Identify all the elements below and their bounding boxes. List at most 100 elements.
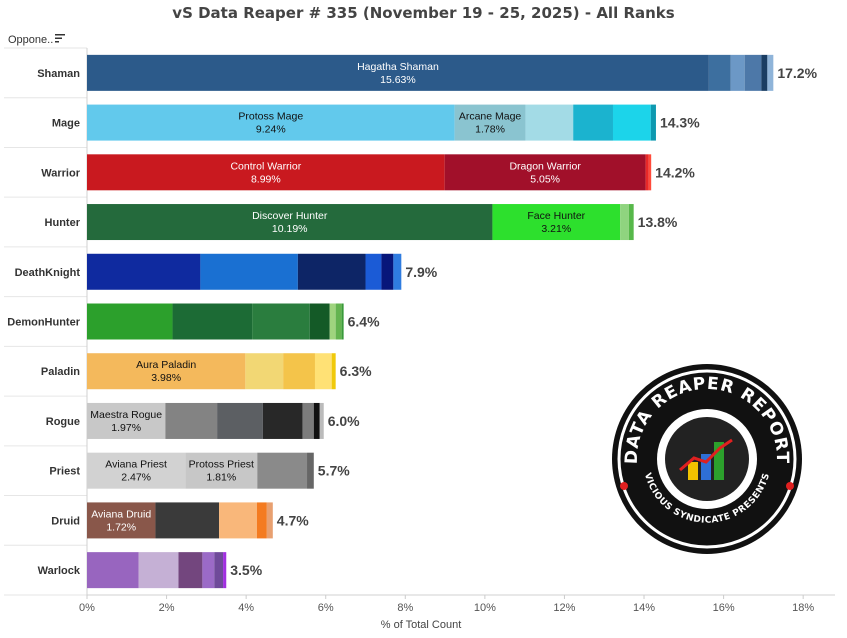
bar-segment[interactable] (185, 452, 258, 489)
bar-segment[interactable] (87, 402, 166, 439)
bar-segment[interactable] (744, 54, 762, 91)
total-label: 6.3% (340, 363, 372, 379)
bar-segment[interactable] (335, 303, 342, 340)
bar-segment[interactable] (214, 552, 224, 589)
segment-value: 2.47% (121, 472, 151, 484)
bar-segment[interactable] (612, 104, 651, 141)
bar-segment[interactable] (648, 154, 652, 191)
bar-segment[interactable] (178, 552, 203, 589)
bar-segment[interactable] (165, 402, 218, 439)
bar-segment[interactable] (302, 402, 314, 439)
bar-segment[interactable] (217, 402, 263, 439)
total-label: 13.8% (638, 214, 678, 230)
class-label: Paladin (41, 366, 80, 378)
bar-segment[interactable] (620, 204, 629, 241)
bar-segment[interactable] (87, 353, 246, 390)
segment-label: Aviana Priest (105, 459, 167, 471)
bar-segment[interactable] (525, 104, 574, 141)
total-label: 14.3% (660, 115, 700, 131)
bar-segment[interactable] (223, 552, 227, 589)
bar-segment[interactable] (155, 502, 220, 539)
bar-segment[interactable] (256, 502, 267, 539)
bar-segment[interactable] (87, 452, 186, 489)
bar-segment[interactable] (767, 54, 774, 91)
opponent-column-header[interactable]: Oppone.. (8, 34, 54, 46)
bar-segment[interactable] (266, 502, 273, 539)
bar-segment[interactable] (331, 353, 336, 390)
bar-segment[interactable] (87, 502, 156, 539)
class-label: DemonHunter (7, 317, 80, 329)
bar-segment[interactable] (87, 154, 445, 191)
bar-segment[interactable] (87, 552, 139, 589)
bar-segment[interactable] (87, 54, 709, 91)
segment-label: Arcane Mage (459, 111, 522, 123)
bar-segment[interactable] (200, 253, 298, 290)
bar-segment[interactable] (283, 353, 315, 390)
segment-value: 1.72% (106, 521, 136, 533)
bar-segment[interactable] (341, 303, 344, 340)
total-label: 4.7% (277, 512, 309, 528)
bar-segment[interactable] (87, 253, 201, 290)
x-axis-title: % of Total Count (381, 619, 462, 631)
class-label: Warlock (38, 565, 81, 577)
x-tick-label: 2% (159, 602, 175, 614)
bar-segment[interactable] (307, 452, 314, 489)
data-reaper-report-logo: DATA REAPER REPORT VICIOUS SYNDICATE PRE… (612, 364, 802, 554)
x-tick-label: 16% (713, 602, 735, 614)
bar-segment[interactable] (381, 253, 394, 290)
bar-segment[interactable] (245, 353, 284, 390)
bar-segment[interactable] (573, 104, 613, 141)
bar-segment[interactable] (138, 552, 179, 589)
bar-segment[interactable] (314, 353, 332, 390)
bar-segment[interactable] (87, 104, 455, 141)
total-label: 17.2% (777, 65, 817, 81)
bar-segment[interactable] (172, 303, 253, 340)
bar-segment[interactable] (202, 552, 215, 589)
segment-label: Face Hunter (527, 210, 585, 222)
bar-segment[interactable] (297, 253, 366, 290)
bar-segment[interactable] (444, 154, 646, 191)
bar-segment[interactable] (628, 204, 634, 241)
bar-segment[interactable] (730, 54, 745, 91)
bar-segment[interactable] (87, 303, 173, 340)
class-label: Hunter (45, 217, 81, 229)
segment-value: 1.78% (475, 124, 505, 136)
bar-segment[interactable] (313, 402, 320, 439)
class-label: Rogue (46, 416, 80, 428)
total-label: 6.0% (328, 413, 360, 429)
x-tick-label: 4% (238, 602, 254, 614)
bar-segment[interactable] (454, 104, 526, 141)
x-tick-label: 18% (792, 602, 814, 614)
bar-segment[interactable] (492, 204, 621, 241)
segment-value: 3.98% (151, 372, 181, 384)
segment-label: Control Warrior (230, 160, 301, 172)
x-tick-label: 8% (397, 602, 413, 614)
segment-value: 1.97% (111, 422, 141, 434)
class-label: DeathKnight (15, 267, 81, 279)
total-label: 6.4% (348, 314, 380, 330)
bar-segment[interactable] (219, 502, 257, 539)
bar-segment[interactable] (262, 402, 303, 439)
bar-segment[interactable] (708, 54, 731, 91)
bar-segment[interactable] (650, 104, 656, 141)
bar-segment[interactable] (645, 154, 649, 191)
segment-value: 5.05% (530, 173, 560, 185)
bar-segment[interactable] (252, 303, 310, 340)
sort-icon[interactable] (54, 32, 66, 44)
bar-segment[interactable] (319, 402, 324, 439)
segment-label: Protoss Mage (238, 111, 303, 123)
total-label: 14.2% (655, 164, 695, 180)
bar-segment[interactable] (393, 253, 402, 290)
bar-segment[interactable] (761, 54, 768, 91)
x-tick-label: 0% (79, 602, 95, 614)
bar-segment[interactable] (309, 303, 330, 340)
segment-value: 9.24% (256, 124, 286, 136)
bar-segment[interactable] (87, 204, 493, 241)
bar-segment[interactable] (257, 452, 308, 489)
total-label: 3.5% (230, 562, 262, 578)
bar-segment[interactable] (329, 303, 336, 340)
segment-label: Protoss Priest (189, 459, 254, 471)
class-label: Warrior (41, 167, 80, 179)
bar-segment[interactable] (365, 253, 382, 290)
